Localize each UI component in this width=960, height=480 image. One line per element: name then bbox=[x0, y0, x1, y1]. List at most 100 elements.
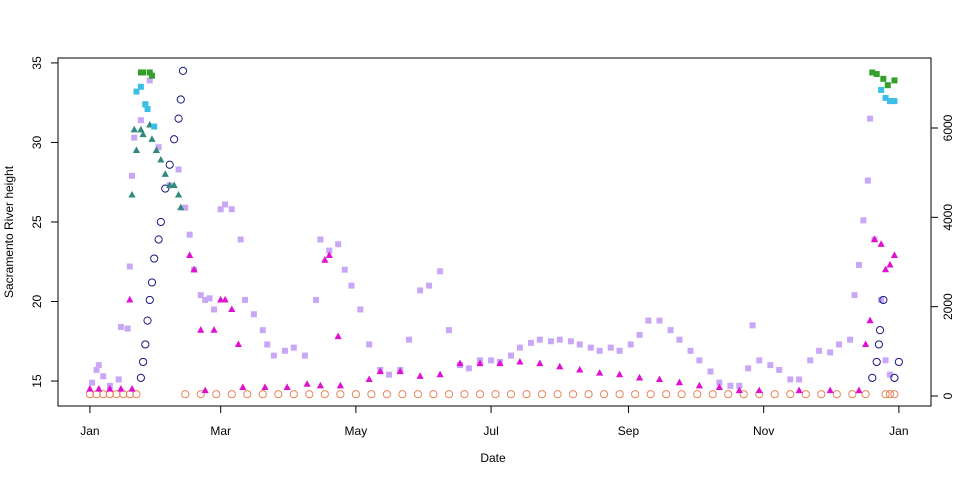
point bbox=[115, 376, 122, 383]
point bbox=[506, 390, 516, 399]
point bbox=[386, 371, 393, 378]
point bbox=[281, 347, 288, 354]
point bbox=[882, 357, 889, 364]
point bbox=[174, 190, 183, 198]
point bbox=[749, 322, 756, 329]
point bbox=[870, 235, 879, 243]
x-axis-label: Date bbox=[480, 451, 506, 465]
point bbox=[861, 390, 870, 399]
point bbox=[398, 390, 407, 399]
point bbox=[150, 254, 159, 263]
point bbox=[872, 357, 881, 367]
point bbox=[228, 206, 235, 213]
point bbox=[165, 160, 174, 169]
point bbox=[436, 370, 444, 378]
point bbox=[516, 344, 523, 351]
point bbox=[596, 369, 604, 376]
point bbox=[708, 390, 717, 399]
point bbox=[868, 373, 877, 382]
point bbox=[274, 390, 283, 399]
point bbox=[599, 390, 609, 399]
point bbox=[131, 134, 138, 141]
point bbox=[140, 69, 147, 76]
point bbox=[106, 384, 114, 392]
point bbox=[855, 386, 863, 394]
point bbox=[875, 326, 885, 335]
point bbox=[745, 365, 752, 372]
point bbox=[242, 296, 249, 303]
point bbox=[880, 75, 887, 82]
point bbox=[406, 336, 413, 343]
point bbox=[587, 344, 594, 351]
point bbox=[867, 115, 874, 122]
point bbox=[334, 332, 342, 340]
point bbox=[178, 66, 188, 75]
point bbox=[886, 98, 893, 105]
point bbox=[305, 390, 314, 399]
point bbox=[584, 390, 593, 399]
point bbox=[576, 365, 584, 373]
point bbox=[316, 381, 325, 389]
point bbox=[635, 373, 644, 381]
point bbox=[567, 338, 574, 345]
point bbox=[796, 376, 803, 383]
x-tick-label: Jan bbox=[889, 424, 908, 438]
point bbox=[646, 390, 655, 399]
point bbox=[862, 340, 870, 348]
point bbox=[217, 206, 224, 213]
point bbox=[202, 296, 209, 303]
point bbox=[687, 347, 694, 354]
point bbox=[93, 366, 100, 373]
point bbox=[645, 317, 652, 324]
point bbox=[460, 390, 469, 399]
x-tick-label: Nov bbox=[753, 424, 774, 438]
point bbox=[221, 295, 229, 303]
point bbox=[882, 94, 889, 101]
x-tick-label: Sep bbox=[618, 424, 640, 438]
point bbox=[417, 287, 424, 294]
point bbox=[143, 316, 152, 325]
point bbox=[222, 201, 229, 208]
point bbox=[161, 170, 169, 177]
point bbox=[886, 260, 894, 268]
point bbox=[627, 341, 634, 348]
point bbox=[320, 390, 329, 399]
point bbox=[891, 98, 898, 105]
point bbox=[89, 379, 96, 386]
point bbox=[836, 341, 843, 348]
point bbox=[99, 390, 108, 399]
point bbox=[716, 379, 723, 386]
point bbox=[851, 292, 858, 299]
point bbox=[890, 251, 899, 258]
point bbox=[677, 390, 686, 399]
point bbox=[301, 352, 308, 359]
point bbox=[516, 357, 524, 365]
point bbox=[181, 390, 190, 399]
point bbox=[128, 384, 136, 392]
point bbox=[755, 386, 763, 394]
point bbox=[85, 390, 95, 399]
point bbox=[727, 382, 734, 389]
point bbox=[132, 390, 141, 399]
point bbox=[211, 306, 218, 313]
point bbox=[696, 357, 703, 364]
point bbox=[312, 296, 319, 303]
point bbox=[894, 357, 903, 367]
point bbox=[667, 327, 674, 334]
point bbox=[141, 340, 150, 349]
point bbox=[547, 338, 554, 345]
point bbox=[553, 390, 562, 399]
point bbox=[537, 390, 547, 399]
point bbox=[117, 323, 124, 330]
point bbox=[133, 88, 140, 95]
point bbox=[715, 383, 723, 390]
point bbox=[283, 383, 291, 390]
point bbox=[210, 326, 218, 333]
point bbox=[616, 370, 624, 378]
point bbox=[317, 236, 324, 243]
point bbox=[290, 344, 297, 351]
point bbox=[126, 263, 133, 270]
point bbox=[367, 390, 376, 399]
point bbox=[154, 235, 163, 244]
